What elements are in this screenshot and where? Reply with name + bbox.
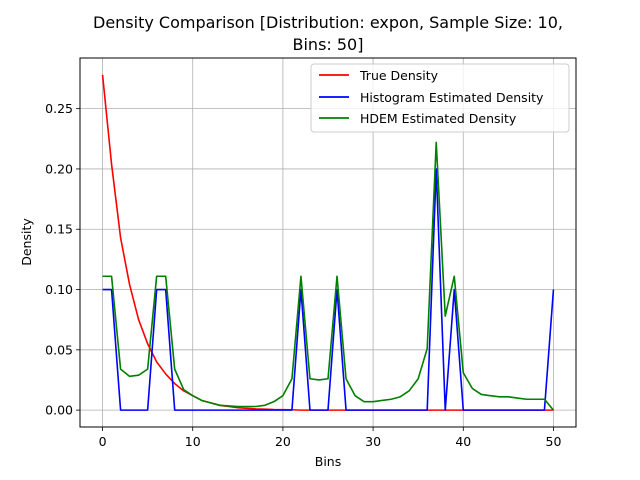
y-tick-label: 0.10	[45, 282, 73, 297]
y-axis-label: Density	[19, 218, 34, 266]
x-tick-label: 40	[455, 434, 471, 449]
series-line-histogram	[102, 168, 555, 411]
y-tick-label: 0.05	[45, 342, 73, 357]
legend-label-histogram: Histogram Estimated Density	[360, 90, 544, 105]
chart-title-line-1: Density Comparison [Distribution: expon,…	[93, 13, 563, 32]
series-lines	[101, 74, 555, 411]
x-tick-label: 30	[365, 434, 381, 449]
x-tick-label: 10	[185, 434, 201, 449]
x-tick-label: 50	[546, 434, 562, 449]
legend-label-hdem: HDEM Estimated Density	[360, 111, 517, 126]
y-tick-label: 0.20	[45, 161, 73, 176]
legend-box	[310, 63, 570, 133]
x-tick-label: 0	[99, 434, 107, 449]
legend: True Density Histogram Estimated Density…	[310, 63, 570, 133]
chart-title-line-2: Bins: 50]	[293, 35, 364, 54]
plot-frame	[79, 57, 577, 428]
axis-ticks: 0 10 20 30 40 50 0.00 0.05 0.10 0.15 0.20 0.25	[45, 101, 561, 449]
x-axis-label: Bins	[315, 454, 341, 469]
y-tick-label: 0.00	[45, 403, 73, 418]
y-tick-label: 0.15	[45, 222, 73, 237]
legend-label-true-density: True Density	[359, 68, 439, 83]
x-tick-label: 20	[275, 434, 291, 449]
y-tick-label: 0.25	[45, 101, 73, 116]
series-line-hdem	[102, 141, 555, 411]
